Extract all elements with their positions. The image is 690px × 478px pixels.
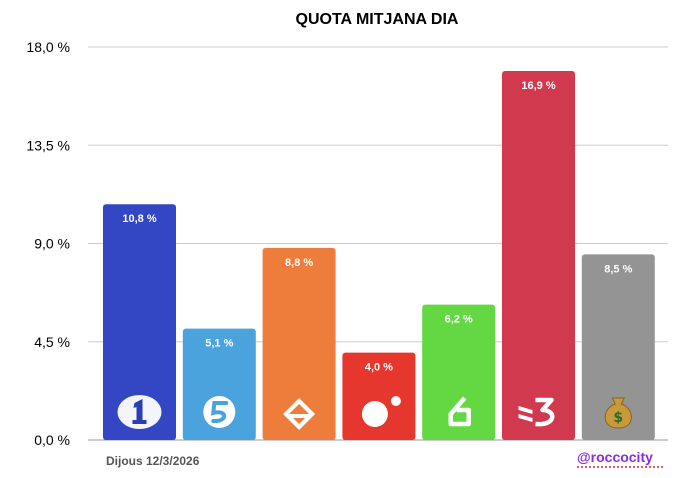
bar-telecinco xyxy=(182,328,256,440)
value-label: 10,8 % xyxy=(122,213,156,225)
bar-cuatro xyxy=(342,352,416,440)
value-label: 4,0 % xyxy=(365,362,393,374)
value-label: 5,1 % xyxy=(205,338,233,350)
cuatro-logo-icon xyxy=(361,396,401,427)
value-label: 6,2 % xyxy=(445,314,473,326)
y-tick-label: 4,5 % xyxy=(34,334,70,350)
footer-date: Dijous 12/3/2026 xyxy=(106,454,200,468)
value-label: 8,5 % xyxy=(604,263,632,275)
value-label: 16,9 % xyxy=(521,80,555,92)
bar-money-bag xyxy=(581,254,655,440)
svg-text:$: $ xyxy=(613,410,623,426)
channel-icons: $ xyxy=(117,395,632,430)
chart-title: QUOTA MITJANA DIA xyxy=(296,11,459,28)
bars xyxy=(103,71,655,441)
tv3-logo-icon xyxy=(518,397,555,427)
money-bag-icon: $ xyxy=(604,397,632,429)
bar-lasexta xyxy=(422,304,496,440)
bar-la1 xyxy=(103,204,176,440)
la1-logo-icon xyxy=(117,395,162,429)
value-labels: 10,8 % 5,1 % 8,8 % 4,0 % 6,2 % 16,9 % 8,5 % xyxy=(122,80,632,374)
y-axis-ticks: 0,0 % 4,5 % 9,0 % 13,5 % 18,0 % xyxy=(26,39,70,448)
y-tick-label: 13,5 % xyxy=(26,137,70,153)
telecinco-logo-icon xyxy=(203,396,236,428)
value-label: 8,8 % xyxy=(285,257,313,269)
footer-handle[interactable]: @roccocity xyxy=(577,449,653,465)
bar-tv3 xyxy=(502,71,575,441)
y-tick-label: 18,0 % xyxy=(26,39,70,55)
bar-antena3 xyxy=(262,247,336,440)
antena3-logo-icon xyxy=(283,398,316,430)
y-tick-label: 9,0 % xyxy=(34,236,70,252)
y-tick-label: 0,0 % xyxy=(34,432,70,448)
lasexta-logo-icon xyxy=(448,396,471,427)
